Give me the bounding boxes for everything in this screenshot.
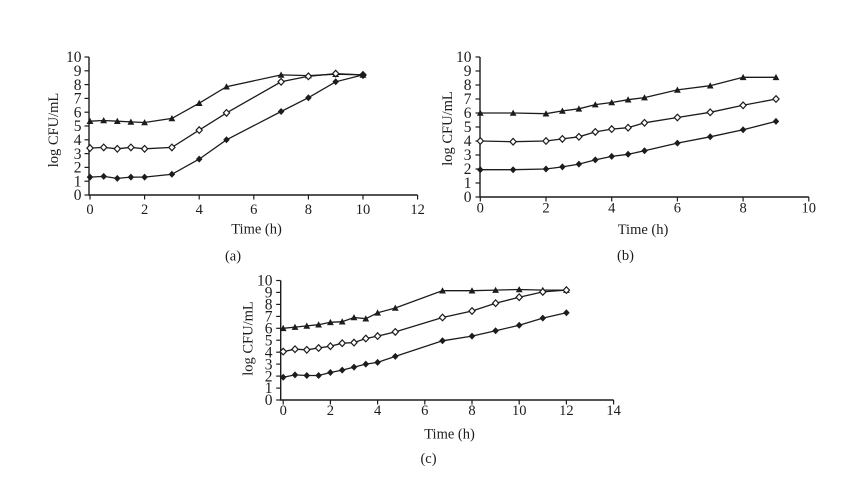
svg-text:2: 2 [327, 403, 334, 419]
svg-text:7: 7 [265, 309, 273, 326]
svg-text:10: 10 [257, 273, 273, 290]
svg-text:8: 8 [305, 202, 312, 218]
svg-text:8: 8 [74, 77, 82, 94]
svg-text:2: 2 [74, 160, 82, 177]
svg-text:5: 5 [74, 118, 82, 135]
svg-text:9: 9 [464, 63, 472, 80]
svg-text:2: 2 [542, 201, 549, 217]
svg-text:10: 10 [456, 49, 472, 66]
svg-text:3: 3 [464, 147, 472, 164]
svg-text:7: 7 [74, 91, 82, 108]
svg-text:(c): (c) [420, 451, 436, 467]
svg-text:10: 10 [66, 49, 82, 66]
svg-text:6: 6 [250, 202, 257, 218]
svg-text:(b): (b) [617, 248, 634, 264]
svg-text:10: 10 [512, 403, 527, 419]
svg-text:3: 3 [74, 146, 82, 163]
svg-text:4: 4 [464, 133, 472, 150]
svg-text:3: 3 [265, 356, 273, 373]
svg-text:8: 8 [265, 297, 273, 314]
svg-text:5: 5 [265, 332, 273, 349]
svg-text:0: 0 [280, 403, 287, 419]
svg-text:2: 2 [265, 368, 273, 385]
svg-text:9: 9 [265, 285, 273, 302]
svg-text:8: 8 [464, 77, 472, 94]
svg-text:0: 0 [74, 187, 82, 204]
svg-text:5: 5 [464, 119, 472, 136]
svg-text:0: 0 [265, 392, 273, 409]
svg-text:8: 8 [468, 403, 475, 419]
svg-text:Time (h): Time (h) [231, 222, 282, 238]
svg-text:Time (h): Time (h) [424, 427, 475, 443]
svg-text:2: 2 [464, 161, 472, 178]
svg-text:1: 1 [464, 175, 472, 192]
svg-text:7: 7 [464, 91, 472, 108]
svg-text:10: 10 [802, 201, 817, 217]
svg-text:log CFU/mL: log CFU/mL [46, 93, 62, 168]
svg-text:4: 4 [196, 202, 204, 218]
svg-text:0: 0 [477, 201, 484, 217]
svg-text:1: 1 [74, 173, 82, 190]
svg-text:8: 8 [739, 201, 746, 217]
svg-text:0: 0 [86, 202, 93, 218]
svg-text:4: 4 [374, 403, 382, 419]
svg-text:4: 4 [74, 132, 82, 149]
svg-text:2: 2 [141, 202, 148, 218]
svg-text:(a): (a) [225, 249, 241, 265]
svg-text:12: 12 [559, 403, 574, 419]
svg-text:log CFU/mL: log CFU/mL [240, 301, 256, 376]
svg-text:4: 4 [265, 344, 273, 361]
svg-text:1: 1 [265, 380, 273, 397]
svg-text:0: 0 [464, 189, 472, 206]
svg-text:6: 6 [674, 201, 681, 217]
svg-text:12: 12 [410, 202, 425, 218]
svg-text:Time (h): Time (h) [618, 222, 669, 238]
svg-text:6: 6 [464, 105, 472, 122]
svg-text:6: 6 [421, 403, 428, 419]
svg-text:6: 6 [74, 104, 82, 121]
svg-text:14: 14 [606, 403, 621, 419]
svg-text:9: 9 [74, 63, 82, 80]
svg-text:4: 4 [608, 201, 616, 217]
svg-text:log CFU/mL: log CFU/mL [440, 91, 456, 166]
svg-text:6: 6 [265, 321, 273, 338]
svg-text:10: 10 [356, 202, 371, 218]
